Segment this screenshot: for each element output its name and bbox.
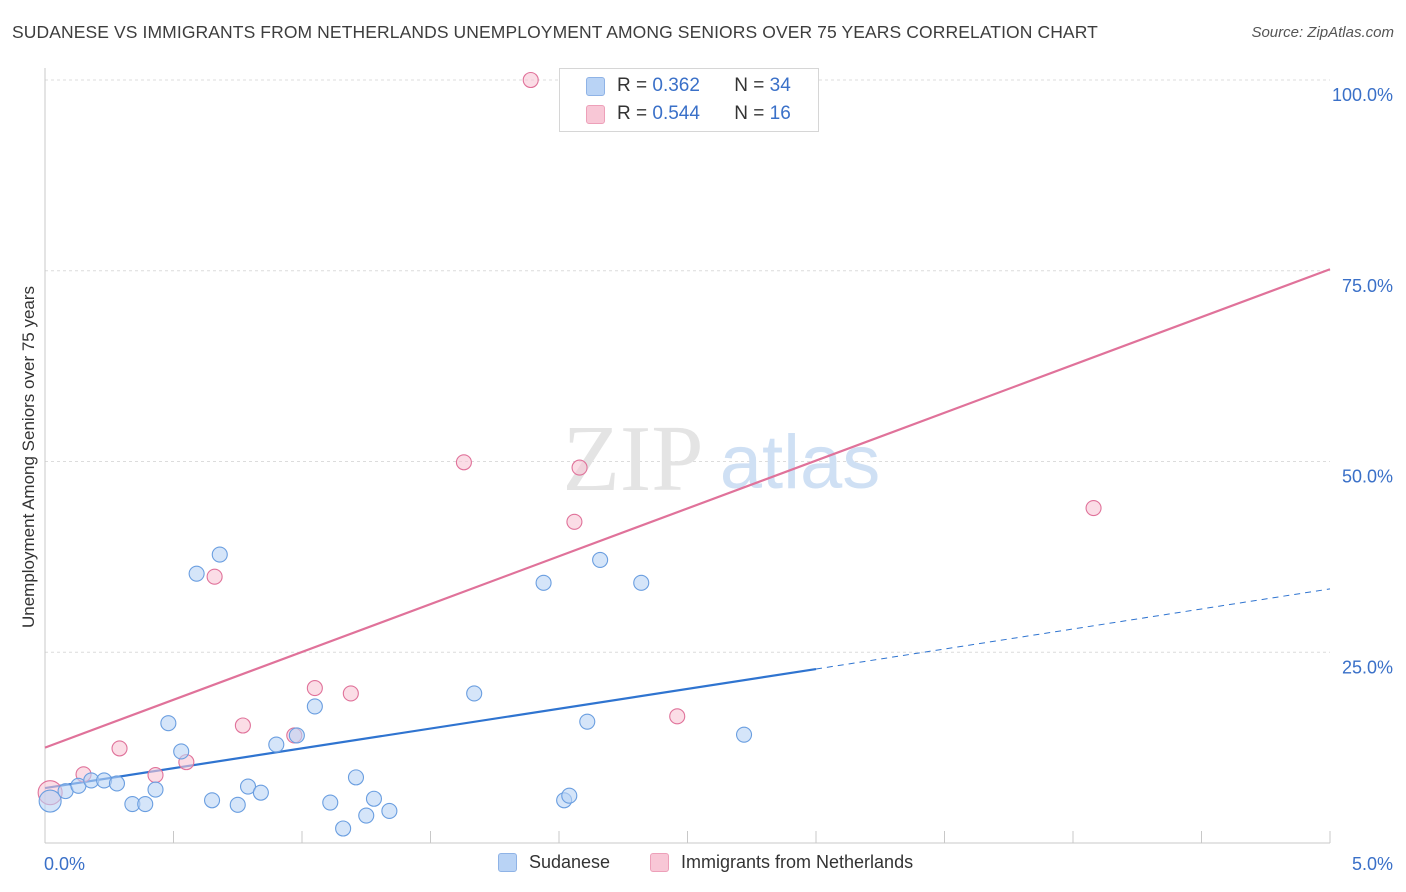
netherlands-point xyxy=(342,685,359,702)
netherlands-point xyxy=(147,767,164,784)
n-value: 34 xyxy=(769,75,791,96)
y-tick-label: 25.0% xyxy=(1342,657,1393,677)
grid-lines xyxy=(45,79,1330,653)
sudanese-point xyxy=(592,551,609,568)
sudanese-point xyxy=(579,713,596,730)
sudanese-point xyxy=(365,790,383,807)
sudanese-point xyxy=(322,794,339,811)
sudanese-point xyxy=(466,685,483,702)
netherlands-point xyxy=(306,680,323,697)
sudanese-point xyxy=(381,802,398,820)
netherlands-swatch xyxy=(650,853,669,872)
legend-label: Immigrants from Netherlands xyxy=(681,852,914,872)
netherlands-point xyxy=(522,71,539,89)
sudanese-point xyxy=(347,769,365,786)
netherlands-trend-line xyxy=(44,268,1331,749)
netherlands-swatch xyxy=(586,104,605,124)
sudanese-point xyxy=(188,565,205,582)
stats-legend: R = 0.362 N = 34 R = 0.544 N = 16 xyxy=(559,68,819,132)
legend-item-sudanese: Sudanese xyxy=(498,852,610,873)
tick-labels: 25.0% 50.0% 75.0% 100.0% 0.0% 5.0% xyxy=(44,85,1393,874)
sudanese-point xyxy=(108,775,126,792)
sudanese-point xyxy=(306,698,323,715)
n-label: N = xyxy=(734,75,765,96)
sudanese-point xyxy=(633,574,650,591)
sudanese-point xyxy=(561,787,578,804)
sudanese-swatch xyxy=(586,76,605,96)
sudanese-point xyxy=(211,546,228,563)
x-tick-label: 0.0% xyxy=(44,854,85,874)
sudanese-swatch xyxy=(498,853,517,872)
chart-source: Source: ZipAtlas.com xyxy=(1251,24,1394,41)
watermark-zip: ZIP xyxy=(563,407,704,511)
legend-item-netherlands: Immigrants from Netherlands xyxy=(650,852,913,873)
netherlands-point xyxy=(455,454,472,471)
r-value: 0.362 xyxy=(652,75,700,96)
chart-title: SUDANESE VS IMMIGRANTS FROM NETHERLANDS … xyxy=(12,22,1098,42)
y-axis-label: Unemployment Among Seniors over 75 years xyxy=(19,285,38,629)
sudanese-point xyxy=(147,781,164,798)
r-label: R = xyxy=(617,103,648,124)
data-points xyxy=(37,71,1102,837)
sudanese-point xyxy=(288,727,305,744)
netherlands-point xyxy=(669,708,686,725)
sudanese-point xyxy=(38,789,62,813)
sudanese-trend-line xyxy=(44,667,817,790)
sudanese-point xyxy=(358,807,375,824)
r-value: 0.544 xyxy=(652,103,700,124)
sudanese-point xyxy=(204,792,221,809)
netherlands-point xyxy=(234,717,251,734)
sudanese-point xyxy=(229,796,246,813)
sudanese-point xyxy=(335,820,352,837)
legend-label: Sudanese xyxy=(529,852,611,872)
sudanese-point xyxy=(239,778,257,795)
stats-legend-row-sudanese: R = 0.362 N = 34 xyxy=(586,74,791,98)
sudanese-trend-extension xyxy=(815,588,1331,670)
sudanese-point xyxy=(173,743,190,760)
n-label: N = xyxy=(734,103,765,124)
sudanese-point xyxy=(268,736,285,753)
y-tick-label: 100.0% xyxy=(1332,85,1393,105)
watermark-atlas: atlas xyxy=(720,420,881,505)
netherlands-point xyxy=(111,740,128,757)
stats-legend-row-netherlands: R = 0.544 N = 16 xyxy=(586,102,791,126)
y-tick-label: 50.0% xyxy=(1342,467,1393,487)
r-label: R = xyxy=(617,75,648,96)
y-tick-label: 75.0% xyxy=(1342,276,1393,296)
sudanese-point xyxy=(252,784,269,801)
n-value: 16 xyxy=(769,103,791,124)
netherlands-point xyxy=(571,459,588,476)
sudanese-point xyxy=(535,574,552,591)
sudanese-point xyxy=(137,796,154,813)
netherlands-point xyxy=(566,513,583,530)
x-tick-label: 5.0% xyxy=(1352,854,1393,874)
sudanese-point xyxy=(735,726,753,743)
axes xyxy=(44,68,1331,844)
sudanese-point xyxy=(160,715,177,732)
netherlands-point xyxy=(1085,499,1102,517)
netherlands-point xyxy=(206,568,223,585)
trend-lines xyxy=(44,268,1331,790)
